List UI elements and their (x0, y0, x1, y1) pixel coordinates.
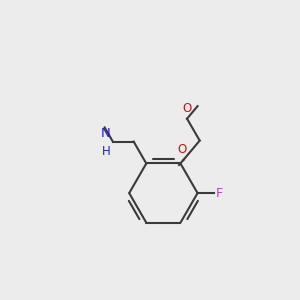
Text: H: H (102, 145, 110, 158)
Text: N: N (101, 127, 110, 140)
Text: O: O (182, 102, 192, 115)
Text: F: F (216, 187, 223, 200)
Text: O: O (177, 143, 187, 156)
